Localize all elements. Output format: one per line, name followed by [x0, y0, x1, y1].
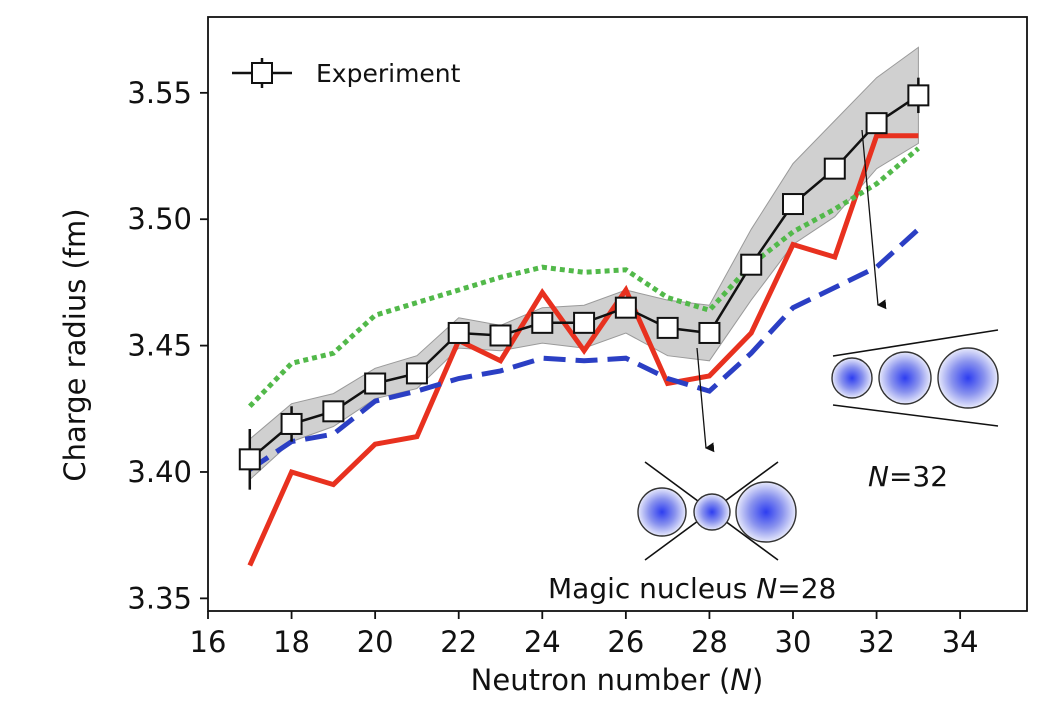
x-tick-label-24: 24: [524, 625, 561, 659]
funnel-line-top-n32: [832, 329, 999, 357]
y-tick-label-1: 3.40: [127, 455, 192, 489]
nucleus-right-n32: [937, 347, 999, 409]
arrow-n28: [696, 347, 715, 453]
experiment-point-21: [405, 362, 428, 385]
theory-series-group: [247, 133, 921, 567]
nucleus-right-n28: [735, 481, 797, 543]
funnel-line-bottom-n32: [832, 404, 999, 427]
legend-label-experiment: Experiment: [316, 59, 461, 88]
nucleus-middle-n28: [693, 493, 731, 531]
series-dotted-line: [248, 146, 921, 409]
arrow-n32: [861, 129, 887, 310]
x-axis-ticks: 16 18 20 22 24 26 28 30 32 34: [190, 611, 979, 659]
y-tick-label-4: 3.55: [127, 76, 192, 110]
experiment-point-30: [782, 193, 804, 216]
x-tick-label-30: 30: [775, 625, 812, 659]
experiment-point-17: [238, 448, 261, 471]
series-solid-line: [247, 133, 919, 567]
x-tick-label-22: 22: [440, 625, 477, 659]
magic-nucleus-annotation: Magic nucleus N=28: [548, 347, 836, 605]
n32-label: N=32: [868, 460, 948, 493]
experiment-point-18: [280, 412, 303, 435]
y-tick-label-3: 3.50: [127, 202, 192, 236]
experiment-point-27: [656, 316, 679, 339]
y-tick-label-0: 3.35: [127, 581, 192, 615]
uncertainty-band: [249, 46, 919, 481]
experiment-point-32: [865, 112, 888, 135]
n32-annotation: N=32: [831, 129, 999, 493]
x-axis-label: Neutron number (N): [471, 663, 764, 697]
experiment-point-22: [447, 321, 470, 344]
x-tick-label-32: 32: [858, 625, 895, 659]
experiment-uncertainty-band: [249, 46, 919, 481]
nucleus-left-n32: [831, 357, 873, 399]
x-tick-label-28: 28: [691, 625, 728, 659]
experiment-point-19: [322, 400, 345, 423]
legend-marker: [251, 62, 273, 84]
x-tick-label-20: 20: [357, 625, 394, 659]
series-dashed-line: [248, 227, 921, 472]
x-tick-label-34: 34: [942, 625, 979, 659]
experiment-point-29: [740, 253, 763, 276]
experiment-point-33: [907, 84, 930, 107]
nucleus-middle-n32: [878, 351, 932, 405]
experiment-point-20: [364, 372, 387, 395]
legend: Experiment: [232, 58, 461, 88]
x-axis-label-variable: N: [730, 663, 752, 697]
y-tick-label-2: 3.45: [127, 329, 192, 363]
magic-nucleus-label: Magic nucleus N=28: [548, 572, 836, 605]
experiment-series-group: [238, 77, 930, 490]
y-axis-ticks: 3.35 3.40 3.45 3.50 3.55: [127, 76, 208, 615]
nucleus-left-n28: [637, 487, 687, 537]
plot-frame: [207, 16, 1028, 612]
experiment-point-28: [698, 321, 721, 344]
y-axis-label: Charge radius (fm): [58, 208, 92, 481]
experiment-point-24: [531, 311, 554, 334]
x-tick-label-18: 18: [273, 625, 310, 659]
experiment-point-23: [489, 324, 512, 347]
x-tick-label-16: 16: [190, 625, 227, 659]
experiment-point-25: [573, 311, 596, 334]
experiment-point-31: [823, 157, 846, 180]
x-tick-label-26: 26: [607, 625, 644, 659]
experiment-point-26: [614, 296, 637, 319]
